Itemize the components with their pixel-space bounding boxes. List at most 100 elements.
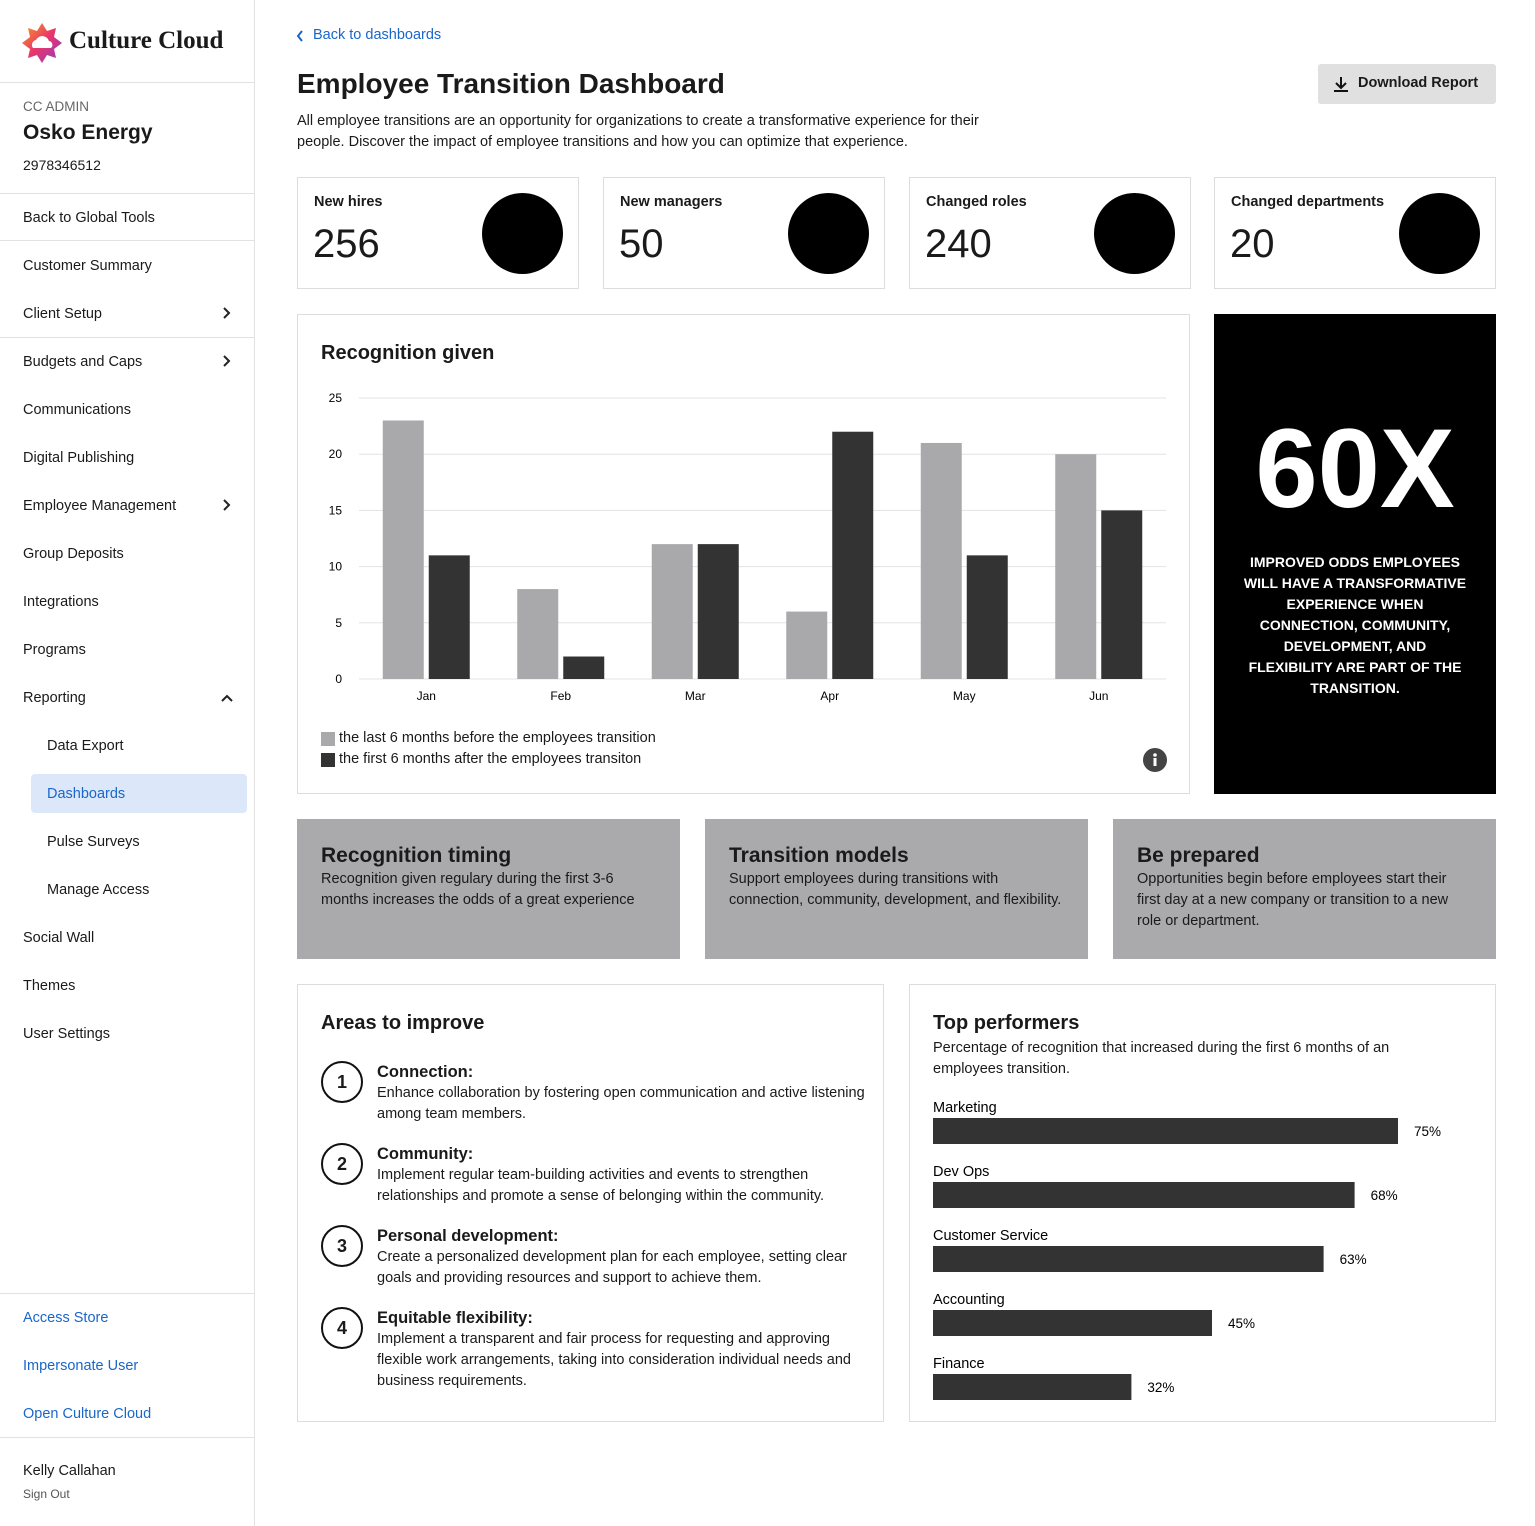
x-tick-label: Jan — [417, 689, 436, 703]
footer-link[interactable]: Open Culture Cloud — [23, 1406, 152, 1422]
nav-subitem[interactable]: Manage Access — [47, 882, 150, 898]
nav-item[interactable]: Customer Summary — [23, 258, 152, 274]
nav-item[interactable]: User Settings — [23, 1026, 111, 1042]
bar — [933, 1246, 1324, 1272]
active-highlight — [31, 774, 247, 813]
value-label: 32% — [1147, 1380, 1174, 1395]
button-label[interactable]: Download Report — [1358, 75, 1479, 91]
kpi-icon — [1399, 193, 1480, 274]
tip-title: Transition models — [729, 844, 909, 867]
nav-item[interactable]: Reporting — [23, 690, 86, 706]
nav-item[interactable]: Back to Global Tools — [23, 210, 155, 226]
bar — [1055, 454, 1097, 679]
area-text: Enhance collaboration by fostering open … — [377, 1085, 865, 1122]
bar — [651, 544, 693, 679]
x-tick-label: Feb — [550, 689, 571, 703]
area-heading: Equitable flexibility: — [377, 1309, 533, 1327]
nav-item[interactable]: Communications — [23, 402, 131, 418]
areas-card: Areas to improve 1 Connection: Enhance col… — [297, 984, 884, 1422]
tip-card: Transition models Support employees durin… — [705, 819, 1088, 959]
bar — [563, 656, 605, 679]
y-tick-label: 5 — [335, 616, 342, 630]
x-tick-label: Jun — [1089, 689, 1108, 703]
nav-subitem[interactable]: Data Export — [47, 738, 124, 754]
y-tick-label: 10 — [329, 560, 343, 574]
y-tick-label: 0 — [335, 672, 342, 686]
x-tick-label: Apr — [820, 689, 839, 703]
divider — [0, 240, 254, 241]
info-icon[interactable] — [1142, 747, 1168, 773]
area-item: 4 Equitable flexibility: Implement a trans… — [321, 1307, 866, 1392]
bar — [382, 420, 424, 679]
back-link[interactable]: Back to dashboards — [313, 27, 442, 43]
footer-link[interactable]: Access Store — [23, 1310, 109, 1326]
x-tick-label: Mar — [685, 689, 706, 703]
sidebar: Culture Cloud CC ADMIN Osko Energy 29783… — [0, 0, 255, 1526]
chart-title: Recognition given — [321, 342, 495, 364]
legend-swatch — [321, 753, 335, 767]
nav-item[interactable]: Budgets and Caps — [23, 354, 143, 370]
kpi-card: Changed departments 20 — [1214, 177, 1496, 289]
tip-title: Recognition timing — [321, 844, 512, 867]
area-item: 1 Connection: Enhance collaboration by fos… — [321, 1061, 866, 1125]
nav-item[interactable]: Programs — [23, 642, 86, 658]
bar — [786, 611, 828, 679]
nav-item[interactable]: Group Deposits — [23, 546, 124, 562]
nav-item[interactable]: Themes — [23, 978, 76, 994]
bar — [832, 431, 874, 679]
x-tick-label: May — [953, 689, 976, 703]
bar — [933, 1118, 1398, 1144]
kpi-icon — [788, 193, 869, 274]
area-number: 1 — [321, 1061, 363, 1103]
bar-label: Marketing — [933, 1100, 997, 1116]
nav-subitem[interactable]: Pulse Surveys — [47, 834, 140, 850]
tip-text: Recognition given regulary during the fi… — [321, 871, 635, 908]
nav-item[interactable]: Client Setup — [23, 306, 102, 322]
bar-label: Dev Ops — [933, 1164, 989, 1180]
tip-card: Be prepared Opportunities begin before em… — [1113, 819, 1496, 959]
kpi-label: Changed departments — [1231, 194, 1385, 210]
nav-item[interactable]: Digital Publishing — [23, 450, 135, 466]
bar — [933, 1182, 1355, 1208]
kpi-value: 240 — [925, 222, 992, 266]
y-tick-label: 15 — [329, 503, 343, 517]
divider — [0, 1437, 254, 1438]
nav-subitem-active[interactable]: Dashboards — [47, 786, 126, 802]
area-item: 2 Community: Implement regular team-buildi… — [321, 1143, 866, 1207]
chart-title: Top performers — [933, 1012, 1080, 1034]
tip-title: Be prepared — [1137, 844, 1260, 867]
bar-label: Finance — [933, 1356, 985, 1372]
org-id: 2978346512 — [23, 157, 101, 173]
area-heading: Connection: — [377, 1063, 474, 1081]
footer-link[interactable]: Impersonate User — [23, 1358, 139, 1374]
tip-text: Support employees during transitions wit… — [729, 871, 1062, 908]
kpi-value: 50 — [619, 222, 664, 266]
kpi-icon — [482, 193, 563, 274]
kpi-card: Changed roles 240 — [909, 177, 1191, 289]
area-heading: Personal development: — [377, 1227, 559, 1245]
divider — [0, 1293, 254, 1294]
legend-label: the last 6 months before the employees t… — [339, 730, 656, 746]
kpi-label: New hires — [314, 194, 383, 210]
bar — [517, 589, 559, 679]
bar — [428, 555, 470, 679]
y-tick-label: 20 — [329, 447, 343, 461]
highlight-value: 60X — [1255, 406, 1455, 531]
sign-out[interactable]: Sign Out — [23, 1487, 70, 1501]
area-text: Implement regular team-building activiti… — [377, 1167, 825, 1204]
nav-item[interactable]: Integrations — [23, 594, 99, 610]
download-button[interactable]: Download Report — [1318, 64, 1496, 104]
nav-item[interactable]: Social Wall — [23, 930, 95, 946]
areas-title: Areas to improve — [321, 1012, 485, 1034]
chart-subtitle: Percentage of recognition that increased… — [933, 1040, 1390, 1077]
kpi-card: New hires 256 — [297, 177, 579, 289]
chart-card: Recognition given 0 5 10 15 20 25 Jan Feb Mar Apr… — [297, 314, 1190, 794]
area-text: Implement a transparent and fair process… — [377, 1331, 851, 1389]
chevrons — [221, 307, 233, 702]
legend-swatch — [321, 732, 335, 746]
bar — [933, 1374, 1132, 1400]
divider — [0, 193, 254, 194]
area-text: Create a personalized development plan f… — [377, 1249, 847, 1286]
nav-item[interactable]: Employee Management — [23, 498, 177, 514]
